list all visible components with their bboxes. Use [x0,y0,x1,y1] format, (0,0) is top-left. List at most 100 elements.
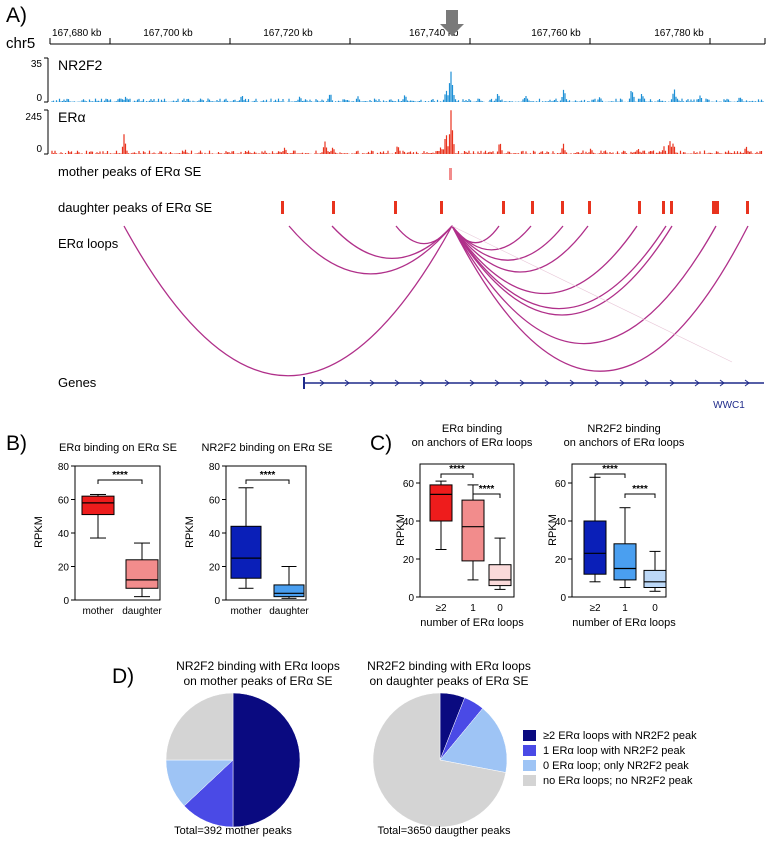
daughter-peak [712,201,717,214]
era-signal-track [51,110,763,154]
down-arrow-icon [440,10,464,36]
track-min-label: 0 [36,144,42,155]
y-tick-label: 40 [555,517,567,528]
panel-d: D) NR2F2 binding with ERα loops on mothe… [112,659,697,837]
strand-arrow [419,379,425,387]
strand-arrow [519,379,525,387]
plot-frame [571,463,667,598]
legend-label: 0 ERα loop; only NR2F2 peak [543,760,689,772]
pie-slice [232,692,301,828]
panel-d-label: D) [112,665,134,688]
x-tick-label: ≥2 [435,603,446,614]
significance-bracket [472,493,501,498]
significance-label: **** [479,484,495,495]
box [583,520,607,575]
gene-wwc1 [303,377,764,389]
track-name-era: ERα [58,109,86,125]
ruler-tick-label: 167,700 kb [143,28,193,39]
pie-chart-mother [165,692,301,828]
loop-arc [288,225,453,275]
x-axis-label: number of ERα loops [572,617,676,629]
pie-slice [165,692,234,761]
legend-label: no ERα loops; no NR2F2 peak [543,775,693,787]
strand-arrow [694,379,700,387]
chart-title: ERα binding on ERα SE [59,442,177,454]
x-tick-label: 1 [622,603,628,614]
panel-a: A) chr5 167,680 kb 167,700 kb 167,720 kb… [6,4,766,411]
pie-title: NR2F2 binding with ERα loops [367,659,531,673]
y-axis-label: RPKM [184,516,196,548]
significance-bracket [624,493,656,498]
panel-b: B) ERα binding on ERα SE NR2F2 binding o… [6,432,333,617]
daughter-peak [561,201,564,214]
daughter-peak [746,201,749,214]
track-max-label: 245 [25,112,42,123]
daughter-peak [531,201,534,214]
strand-arrow [719,379,725,387]
x-tick-label: 0 [497,603,503,614]
pie-total: Total=392 mother peaks [174,825,292,837]
chart-title: NR2F2 binding [587,423,660,435]
daughter-peak [394,201,397,214]
significance-bracket [245,479,290,484]
box-chart-era-se: 0 20 40 60 80 mother daughter **** [58,462,163,617]
strand-arrow [569,379,575,387]
box [461,499,485,562]
box-chart-era-anchors: 0 20 40 60 ≥2 1 0 **** **** [403,463,515,614]
y-tick-label: 40 [58,529,70,540]
pie-slice [372,692,507,828]
loop-arc [451,225,749,372]
strand-arrow [319,379,325,387]
daughter-peak [332,201,335,214]
era-loops [123,225,749,377]
legend-swatch [523,760,536,771]
x-tick-label: mother [82,606,114,617]
y-tick-label: 20 [58,563,70,574]
significance-bracket [97,479,143,484]
pie-chart-daughter [372,692,508,828]
chart-title: NR2F2 binding on ERα SE [201,442,332,454]
y-tick-label: 0 [408,593,414,604]
legend-swatch [523,745,536,756]
track-min-label: 0 [36,93,42,104]
plot-frame [419,463,515,598]
gene-name-label: WWC1 [713,400,745,411]
strand-arrow [369,379,375,387]
ruler-tick-label: 167,720 kb [263,28,313,39]
loop-arc [451,225,717,345]
significance-label: **** [112,470,128,481]
daughter-peak [662,201,665,214]
x-tick-label: daughter [122,606,162,617]
box [81,495,115,516]
y-tick-label: 40 [403,517,415,528]
daughter-peak [638,201,641,214]
chart-title: ERα binding [442,423,502,435]
x-axis-label: number of ERα loops [420,617,524,629]
significance-label: **** [632,484,648,495]
legend-swatch [523,730,536,741]
era-loops-label: ERα loops [58,236,119,251]
y-axis-label: RPKM [547,514,559,546]
loop-arc [451,225,589,273]
daughter-peak [716,201,719,214]
significance-label: **** [260,470,276,481]
panel-b-label: B) [6,432,27,455]
x-tick-label: mother [230,606,262,617]
loop-arc [451,225,638,294]
y-axis-label: RPKM [395,514,407,546]
strand-arrow [444,379,450,387]
y-tick-label: 40 [209,529,221,540]
box [273,584,305,598]
strand-arrow [594,379,600,387]
x-tick-label: 1 [470,603,476,614]
daughter-peak [502,201,505,214]
pie-total: Total=3650 daugther peaks [377,825,511,837]
chart-title: on anchors of ERα loops [412,437,533,449]
daughter-peak [440,201,443,214]
panel-c-label: C) [370,432,392,455]
ruler-tick-label: 167,740 kb [409,28,459,39]
y-axis-label: RPKM [33,516,45,548]
strand-arrow [669,379,675,387]
strand-arrow [744,379,750,387]
